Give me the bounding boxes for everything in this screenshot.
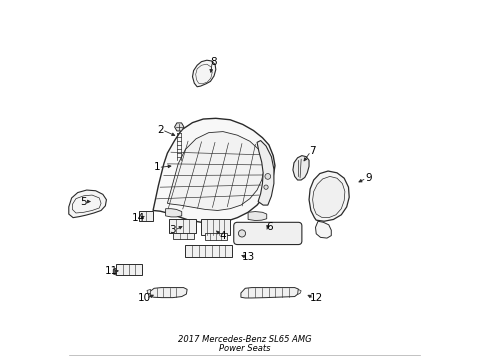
Text: 6: 6 — [266, 222, 272, 231]
Polygon shape — [153, 118, 274, 223]
Polygon shape — [195, 64, 212, 84]
Polygon shape — [149, 288, 187, 298]
Polygon shape — [165, 209, 182, 217]
Polygon shape — [204, 233, 226, 240]
Polygon shape — [169, 219, 196, 233]
Polygon shape — [241, 288, 298, 298]
Polygon shape — [247, 212, 266, 221]
Polygon shape — [192, 60, 215, 87]
Polygon shape — [201, 220, 230, 234]
Text: 12: 12 — [309, 293, 322, 303]
Text: 4: 4 — [219, 231, 226, 240]
Text: 1: 1 — [153, 162, 160, 172]
Text: 7: 7 — [309, 146, 315, 156]
Polygon shape — [174, 123, 183, 131]
Polygon shape — [113, 268, 116, 275]
Text: 13: 13 — [241, 252, 254, 262]
Polygon shape — [297, 289, 301, 294]
Polygon shape — [147, 289, 150, 294]
Polygon shape — [167, 132, 264, 211]
Polygon shape — [116, 264, 142, 275]
Polygon shape — [185, 244, 231, 257]
Text: 14: 14 — [132, 213, 145, 223]
Polygon shape — [69, 190, 106, 218]
Circle shape — [264, 174, 270, 179]
FancyBboxPatch shape — [233, 222, 301, 244]
Text: 10: 10 — [137, 293, 150, 303]
Text: 3: 3 — [169, 225, 176, 235]
Polygon shape — [315, 221, 330, 238]
Text: 8: 8 — [210, 57, 217, 67]
Text: 2017 Mercedes-Benz SL65 AMG: 2017 Mercedes-Benz SL65 AMG — [177, 335, 311, 344]
Circle shape — [238, 230, 245, 237]
Text: 2: 2 — [157, 125, 163, 135]
Polygon shape — [292, 156, 308, 180]
Polygon shape — [72, 195, 101, 213]
Text: 5: 5 — [80, 197, 86, 207]
Polygon shape — [308, 171, 348, 221]
Polygon shape — [139, 211, 153, 221]
Polygon shape — [257, 140, 273, 205]
Circle shape — [264, 185, 267, 189]
Text: 11: 11 — [105, 266, 118, 276]
Polygon shape — [172, 233, 194, 239]
Text: Power Seats: Power Seats — [218, 344, 270, 353]
Text: 9: 9 — [364, 173, 371, 183]
Polygon shape — [312, 176, 344, 218]
